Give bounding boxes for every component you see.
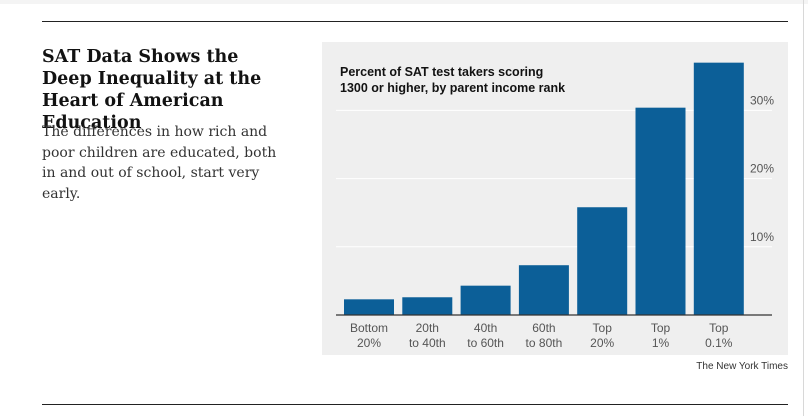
chart-title: Percent of SAT test takers scoring 1300 … (340, 65, 566, 95)
article-summary: The differences in how rich and poor chi… (42, 124, 277, 202)
y-tick-label: 20% (750, 162, 774, 176)
x-tick-label: Top (709, 321, 729, 335)
bar (693, 62, 744, 315)
x-tick-label: Top (593, 321, 613, 335)
source-credit: The New York Times (696, 361, 788, 372)
x-tick-label: 1% (652, 336, 670, 350)
y-tick-label: 30% (750, 93, 774, 107)
x-tick-label: to 80th (526, 336, 563, 350)
x-tick-label: 20th (416, 321, 439, 335)
bar (344, 299, 394, 315)
x-tick-label: Bottom (350, 321, 388, 335)
x-tick-label: to 40th (409, 336, 446, 350)
bar (635, 107, 686, 315)
chart-panel: 10% 20% 30% Bottom 20% 20th to 40th 40th to 60th… (322, 42, 788, 355)
bottom-divider (42, 404, 788, 405)
bar (402, 297, 453, 315)
x-tick-label: Top (651, 321, 671, 335)
x-tick-label: 20% (590, 336, 614, 350)
bar (518, 265, 569, 315)
article-headline[interactable]: SAT Data Shows the Deep Inequality at th… (42, 47, 262, 133)
bar (577, 207, 628, 315)
x-tick-label: 40th (474, 321, 497, 335)
page-top-border (0, 0, 808, 4)
bar (460, 285, 511, 315)
page-right-border (803, 0, 804, 416)
x-tick-label: 0.1% (705, 336, 733, 350)
y-tick-label: 10% (750, 230, 774, 244)
x-tick-label: to 60th (467, 336, 504, 350)
top-divider (42, 21, 788, 22)
x-tick-label: 60th (532, 321, 555, 335)
x-tick-label: 20% (357, 336, 381, 350)
